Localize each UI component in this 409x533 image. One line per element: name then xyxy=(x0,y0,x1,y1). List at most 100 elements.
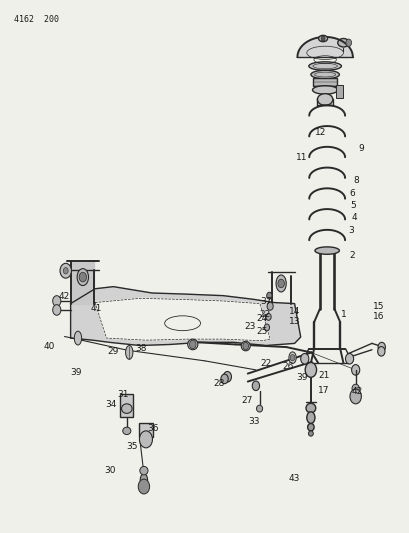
Polygon shape xyxy=(95,298,270,341)
Text: 27: 27 xyxy=(241,395,252,405)
Circle shape xyxy=(290,354,294,361)
Text: 6: 6 xyxy=(349,189,355,198)
Ellipse shape xyxy=(77,269,88,286)
Ellipse shape xyxy=(266,292,271,299)
Text: 4162  200: 4162 200 xyxy=(13,14,58,23)
Text: 21: 21 xyxy=(317,370,329,379)
Text: 39: 39 xyxy=(295,373,307,382)
Ellipse shape xyxy=(310,70,339,79)
Text: 37: 37 xyxy=(260,297,271,306)
Text: 28: 28 xyxy=(213,378,225,387)
Circle shape xyxy=(345,39,351,46)
Text: 17: 17 xyxy=(317,385,329,394)
Text: 23: 23 xyxy=(243,322,255,332)
Circle shape xyxy=(300,353,308,364)
Text: 25: 25 xyxy=(256,327,267,336)
Ellipse shape xyxy=(318,35,327,42)
Text: 26: 26 xyxy=(282,362,293,370)
Text: 8: 8 xyxy=(353,176,358,185)
Text: 38: 38 xyxy=(135,344,146,353)
Text: 39: 39 xyxy=(70,368,82,377)
Ellipse shape xyxy=(308,62,341,70)
Text: 24: 24 xyxy=(256,314,267,323)
Circle shape xyxy=(53,305,61,316)
Text: 41: 41 xyxy=(91,304,102,313)
Text: 43: 43 xyxy=(288,474,299,483)
Bar xyxy=(335,85,342,99)
Text: 40: 40 xyxy=(44,342,55,351)
Text: 31: 31 xyxy=(117,390,128,399)
Ellipse shape xyxy=(308,431,312,436)
Circle shape xyxy=(320,36,324,41)
Ellipse shape xyxy=(220,374,228,384)
Text: 11: 11 xyxy=(295,153,307,162)
Text: 30: 30 xyxy=(105,466,116,474)
Ellipse shape xyxy=(314,247,339,254)
Text: 1: 1 xyxy=(340,310,346,319)
Text: 5: 5 xyxy=(350,201,355,210)
Text: 12: 12 xyxy=(314,128,326,138)
Circle shape xyxy=(377,346,384,356)
Ellipse shape xyxy=(252,381,259,391)
Ellipse shape xyxy=(275,275,285,292)
Polygon shape xyxy=(70,261,94,304)
Circle shape xyxy=(349,389,360,404)
Ellipse shape xyxy=(256,405,262,412)
Text: 42: 42 xyxy=(351,387,362,396)
Ellipse shape xyxy=(312,86,337,94)
Ellipse shape xyxy=(337,38,348,47)
Ellipse shape xyxy=(240,341,249,351)
Ellipse shape xyxy=(306,412,314,423)
Bar xyxy=(138,423,153,437)
Circle shape xyxy=(277,279,284,288)
Circle shape xyxy=(304,362,316,377)
Text: 14: 14 xyxy=(288,306,299,316)
Text: 13: 13 xyxy=(288,317,300,326)
Ellipse shape xyxy=(140,474,147,486)
Text: 4: 4 xyxy=(351,213,357,222)
Ellipse shape xyxy=(121,404,132,414)
Text: 34: 34 xyxy=(105,400,116,409)
Text: 29: 29 xyxy=(108,347,119,356)
Text: 33: 33 xyxy=(247,417,259,426)
Ellipse shape xyxy=(305,403,315,413)
Circle shape xyxy=(189,340,196,349)
Ellipse shape xyxy=(139,466,148,475)
Ellipse shape xyxy=(288,352,295,364)
Circle shape xyxy=(139,431,152,448)
Circle shape xyxy=(242,342,248,350)
Text: 2: 2 xyxy=(349,252,354,261)
Ellipse shape xyxy=(187,339,198,350)
Circle shape xyxy=(63,268,68,274)
Circle shape xyxy=(138,479,149,494)
Text: 16: 16 xyxy=(372,312,383,321)
Ellipse shape xyxy=(74,331,81,345)
Polygon shape xyxy=(297,37,352,57)
Text: 22: 22 xyxy=(259,310,270,319)
Circle shape xyxy=(53,296,61,306)
Text: 9: 9 xyxy=(357,144,363,154)
Ellipse shape xyxy=(122,427,130,434)
Polygon shape xyxy=(70,287,300,345)
Ellipse shape xyxy=(125,345,133,359)
Circle shape xyxy=(60,263,71,278)
Ellipse shape xyxy=(317,94,332,106)
Ellipse shape xyxy=(265,313,270,320)
Bar xyxy=(312,78,336,86)
Ellipse shape xyxy=(223,372,231,382)
Ellipse shape xyxy=(307,423,313,431)
Text: 36: 36 xyxy=(147,424,158,433)
Ellipse shape xyxy=(264,324,269,331)
Circle shape xyxy=(377,342,384,352)
Text: 22: 22 xyxy=(260,359,271,367)
Ellipse shape xyxy=(164,316,200,330)
Ellipse shape xyxy=(266,302,272,310)
Ellipse shape xyxy=(351,365,359,375)
Circle shape xyxy=(79,272,86,282)
Text: 35: 35 xyxy=(126,442,138,451)
Text: 15: 15 xyxy=(372,302,383,311)
Text: 42: 42 xyxy=(59,292,70,301)
Text: 3: 3 xyxy=(347,226,353,235)
Ellipse shape xyxy=(351,384,358,393)
Circle shape xyxy=(345,353,353,364)
